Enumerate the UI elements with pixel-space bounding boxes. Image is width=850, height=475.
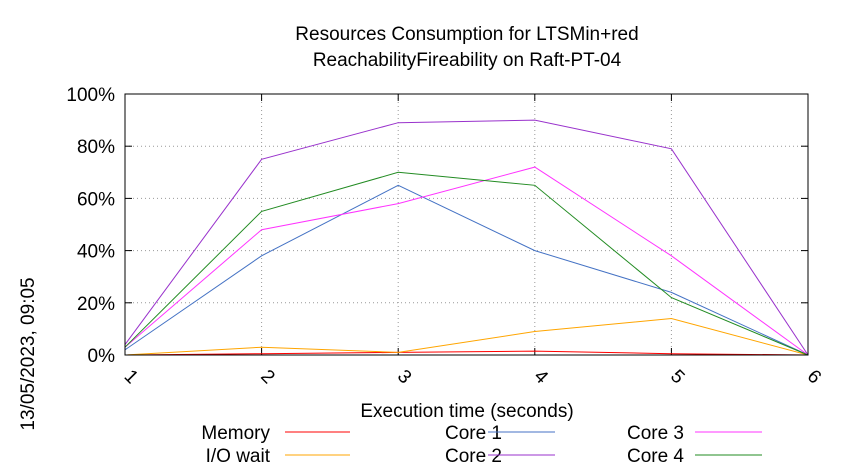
series-line-core-4 — [124, 171, 809, 356]
x-tick-label: 2 — [256, 366, 278, 388]
x-tick-label: 4 — [530, 366, 553, 389]
y-axis-ticks: 0% 20% 40% 60% 80% 100% — [66, 85, 808, 367]
chart-title-line-1: Resources Consumption for LTSMin+red — [295, 24, 638, 45]
y-tick-label: 0% — [88, 346, 116, 367]
series-line-core-1 — [124, 184, 809, 356]
y-tick-label: 80% — [77, 137, 115, 158]
series-line-core-3 — [124, 166, 809, 356]
series-line-memory — [124, 350, 809, 356]
y-tick-label: 60% — [77, 189, 115, 210]
timestamp-label: 13/05/2023, 09:05 — [18, 277, 39, 430]
chart-title-line-2: ReachabilityFireability on Raft-PT-04 — [313, 50, 622, 71]
x-axis-label: Execution time (seconds) — [360, 401, 573, 422]
series-line-core-2 — [124, 119, 809, 356]
legend-label-i-o-wait: I/O wait — [206, 446, 271, 467]
legend-label-core-3: Core 3 — [627, 423, 684, 444]
series-line-i-o-wait — [124, 317, 809, 356]
x-tick-label: 5 — [666, 366, 688, 388]
x-axis-ticks: 1 2 3 4 5 6 — [120, 94, 825, 389]
legend-label-core-4: Core 4 — [627, 446, 684, 467]
grid-lines — [124, 93, 809, 356]
x-tick-label: 6 — [803, 366, 825, 388]
y-tick-label: 20% — [77, 294, 115, 315]
legend-label-core-2: Core 2 — [445, 446, 502, 467]
y-tick-label: 100% — [66, 85, 115, 106]
x-tick-label: 3 — [393, 366, 415, 388]
y-tick-label: 40% — [77, 242, 115, 263]
legend-label-memory: Memory — [201, 423, 270, 444]
x-tick-label: 1 — [120, 366, 142, 388]
legend-label-core-1: Core 1 — [445, 423, 502, 444]
plot-frame — [124, 93, 809, 356]
series-lines — [124, 119, 809, 356]
